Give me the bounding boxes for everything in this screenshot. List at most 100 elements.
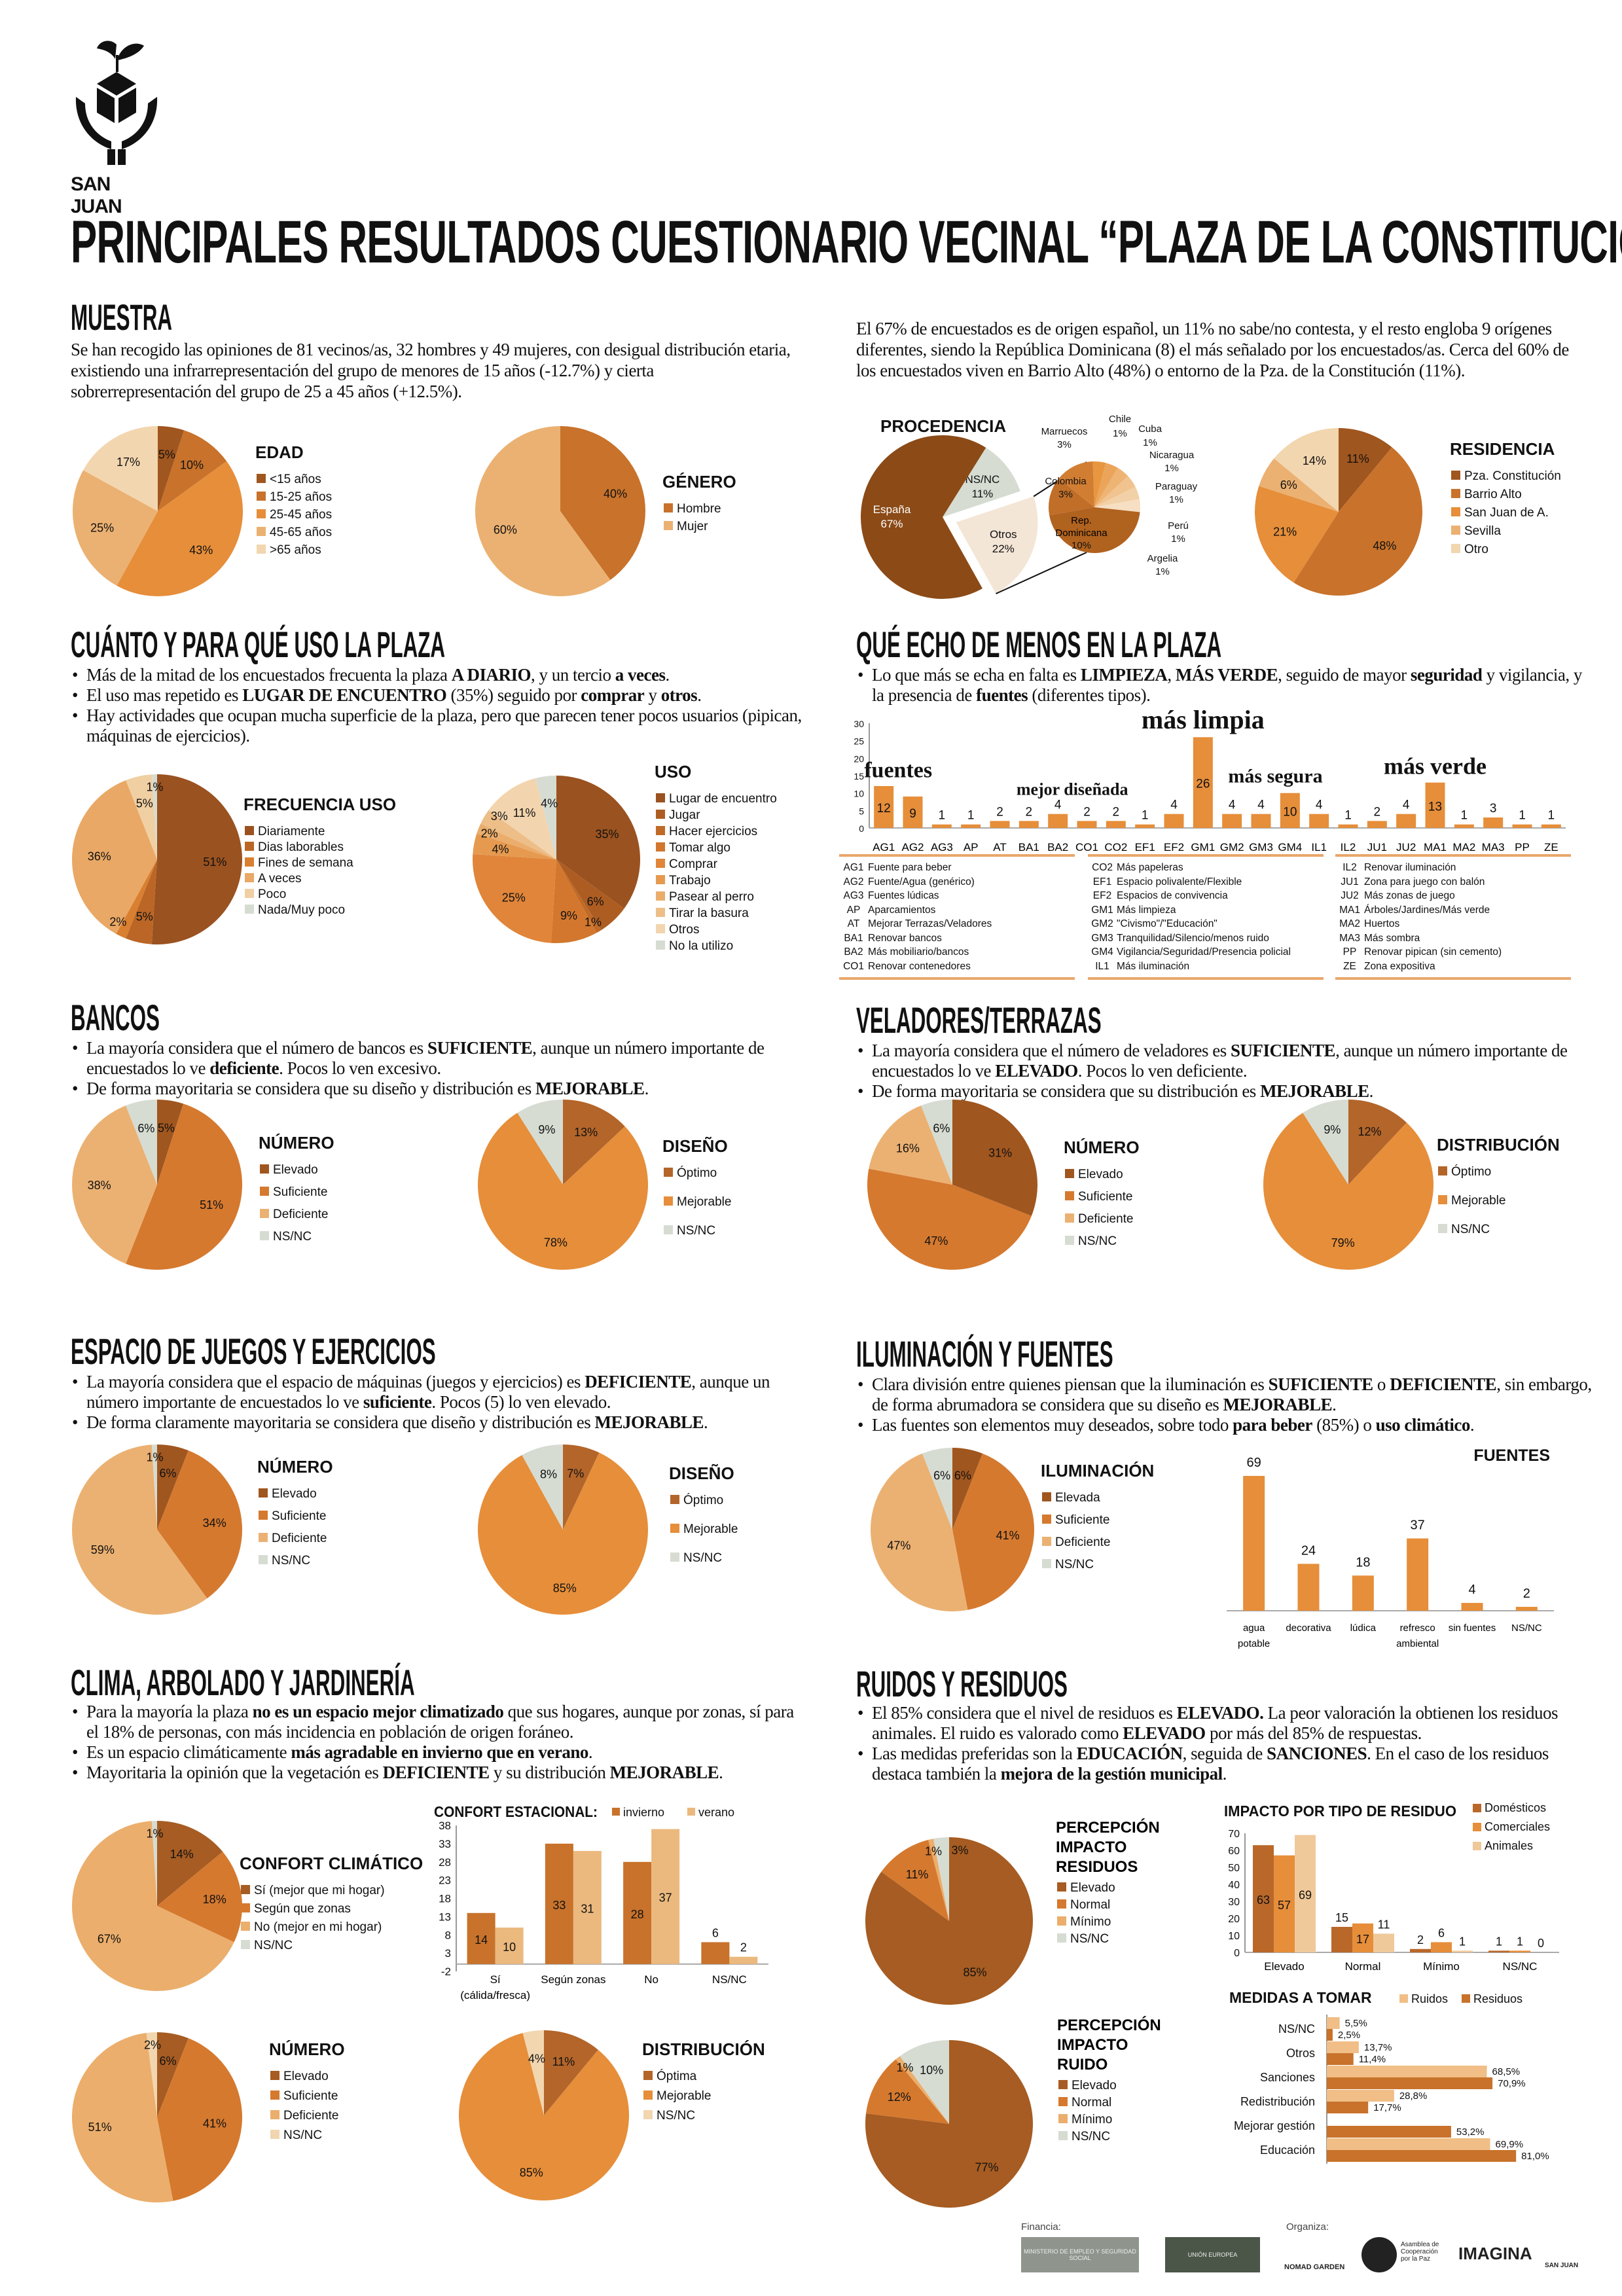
legend-code: BA1 <box>844 932 863 944</box>
bar <box>1253 1845 1274 1952</box>
legend-swatch <box>664 503 673 512</box>
bar <box>623 1861 652 1964</box>
pie-slice <box>157 1444 189 1530</box>
legend-swatch <box>656 842 665 852</box>
pie-slice-label: 11% <box>1346 452 1369 465</box>
legend-label: Comerciales <box>1485 1820 1550 1833</box>
bar-value-label: 69,9% <box>1496 2139 1524 2150</box>
bold-text: más agradable en invierno que en verano <box>291 1742 588 1762</box>
pie-slice-label: 6% <box>137 1122 154 1135</box>
legend-code: CO1 <box>843 960 864 972</box>
x-category-label: PP <box>1515 841 1530 853</box>
title-line: PERCEPCIÓN <box>1056 1818 1160 1837</box>
legend-label: NS/NC <box>272 1554 310 1568</box>
clima-bullets: Para la mayoría la plaza no es un espaci… <box>71 1702 806 1783</box>
category-line: BA1 <box>1018 841 1039 853</box>
bold-text: DEFICIENTE <box>1390 1374 1497 1394</box>
legend-desc: Huertos <box>1364 918 1400 929</box>
legend-desc: Renovar bancos <box>868 932 942 944</box>
pie-slice <box>867 1168 1032 1270</box>
y-tick-label: 8 <box>445 1929 451 1941</box>
muestra-text-right: El 67% de encuestados es de origen españ… <box>856 319 1569 380</box>
x-category-label: Sí (cálida/fresca) <box>460 1973 530 2001</box>
bar <box>874 786 894 828</box>
bold-text: mejora de la gestión municipal <box>1000 1764 1223 1784</box>
bar <box>573 1851 602 1964</box>
bar-value-label: 2 <box>1113 805 1120 819</box>
x-category-label: IL1 <box>1311 841 1327 853</box>
legend-label: Elevado <box>1072 2079 1117 2092</box>
text: , sin embargo, de forma abrumadora se co… <box>872 1374 1592 1414</box>
x-category-label: AG3 <box>931 841 953 853</box>
pie-slice <box>151 774 157 859</box>
y-tick-label: 18 <box>439 1893 451 1905</box>
sub-pie-slice <box>1092 461 1106 507</box>
legend-label: Elevada <box>1055 1491 1100 1505</box>
legend-label: Deficiente <box>272 1532 327 1545</box>
legend-swatch <box>1042 1559 1051 1568</box>
pie-slice-label: 12% <box>888 2090 911 2104</box>
legend-label: Deficiente <box>283 2109 339 2123</box>
sub-pie-label: 1% <box>1143 437 1157 448</box>
bar-value-label: 24 <box>1301 1543 1316 1558</box>
category-line: Sí <box>490 1973 501 1986</box>
iluminacion-legend-title: ILUMINACIÓN <box>1041 1461 1154 1480</box>
heading-muestra: MUESTRA <box>71 296 173 338</box>
legend-swatch <box>270 2110 279 2119</box>
legend-label: NS/NC <box>1055 1558 1094 1571</box>
text: . <box>644 1079 649 1098</box>
legend-label: Barrio Alto <box>1464 488 1522 501</box>
legend-row: GM1 Más limpieza <box>1088 903 1324 918</box>
legend-swatch <box>656 941 665 950</box>
pie-slice <box>151 1444 157 1530</box>
legend-swatch <box>1065 1169 1074 1178</box>
pie-slice-label: 14% <box>170 1848 194 1861</box>
legend-code: EF2 <box>1092 890 1112 901</box>
pie-slice <box>1255 486 1339 583</box>
bold-text: LIMPIEZA <box>1080 665 1168 685</box>
muestra-text: Se han recogido las opiniones de 81 veci… <box>71 340 791 401</box>
pie-slice-label: 16% <box>896 1142 920 1155</box>
category-line: Normal <box>1345 1960 1381 1973</box>
category-line: MA3 <box>1482 841 1505 853</box>
arbolado_distribucion-legend-title: DISTRIBUCIÓN <box>642 2039 765 2059</box>
category-line: AG2 <box>901 841 924 853</box>
text: Clara división entre quienes piensan que… <box>872 1374 1269 1394</box>
bar <box>1135 824 1155 828</box>
legend-swatch <box>1473 1804 1481 1812</box>
bar-value-label: 2,5% <box>1338 2030 1360 2041</box>
bar <box>1541 824 1561 828</box>
arbolado_numero-pie-chart: 6% 41% 51% 2% NÚMERO Elevado Suficiente Deficie… <box>71 2032 345 2203</box>
legend-label: Jugar <box>669 808 700 822</box>
pie-slice <box>72 470 158 586</box>
pie-slice <box>478 1113 648 1270</box>
bold-text: MEJORABLE <box>594 1412 704 1432</box>
sub-pie-name: Cuba <box>1138 423 1162 435</box>
x-category-label: No <box>644 1973 658 1986</box>
text: . En el caso de los residuos destaca tam… <box>872 1744 1549 1784</box>
bold-text: a veces <box>615 665 666 685</box>
bold-text: ELEVADO. <box>1176 1703 1264 1723</box>
legend-swatch <box>643 2071 653 2080</box>
ruido-pie-chart: 77% 12% 1% 10% PERCEPCIÓN IMPACTO RUIDO Elevado… <box>865 2016 1161 2208</box>
legend-swatch <box>245 826 254 835</box>
legend-desc: Vigilancia/Seguridad/Presencia policial <box>1117 946 1291 958</box>
bold-text: SUFICIENTE <box>1231 1041 1336 1060</box>
bar <box>729 1956 758 1964</box>
bar <box>1295 1835 1316 1952</box>
pie-slice <box>1348 1100 1407 1185</box>
legend-label: Normal <box>1070 1898 1110 1912</box>
bar-value-label: 57 <box>1278 1899 1291 1912</box>
bar-value-label: 31 <box>581 1902 594 1915</box>
legend-row: CO1 Renovar contenedores <box>839 960 1075 974</box>
bullet-item: La mayoría considera que el número de ve… <box>857 1041 1592 1081</box>
page-title: PRINCIPALES RESULTADOS CUESTIONARIO VECI… <box>71 209 1622 276</box>
x-category-label: CO1 <box>1075 841 1098 853</box>
legend-desc: Tranquilidad/Silencio/menos ruido <box>1117 932 1269 944</box>
bar <box>1048 814 1068 828</box>
heading-uso: CUÁNTO Y PARA QUÉ USO LA PLAZA <box>71 624 446 665</box>
genero-pie-chart: 40% 60% GÉNERO Hombre Mujer <box>475 426 736 596</box>
pie-slice <box>933 1837 949 1921</box>
pie-slice <box>157 2032 189 2117</box>
echo-bar-chart: 05101520253012AG19AG21AG31AP2AT2BA14BA22… <box>854 705 1566 853</box>
